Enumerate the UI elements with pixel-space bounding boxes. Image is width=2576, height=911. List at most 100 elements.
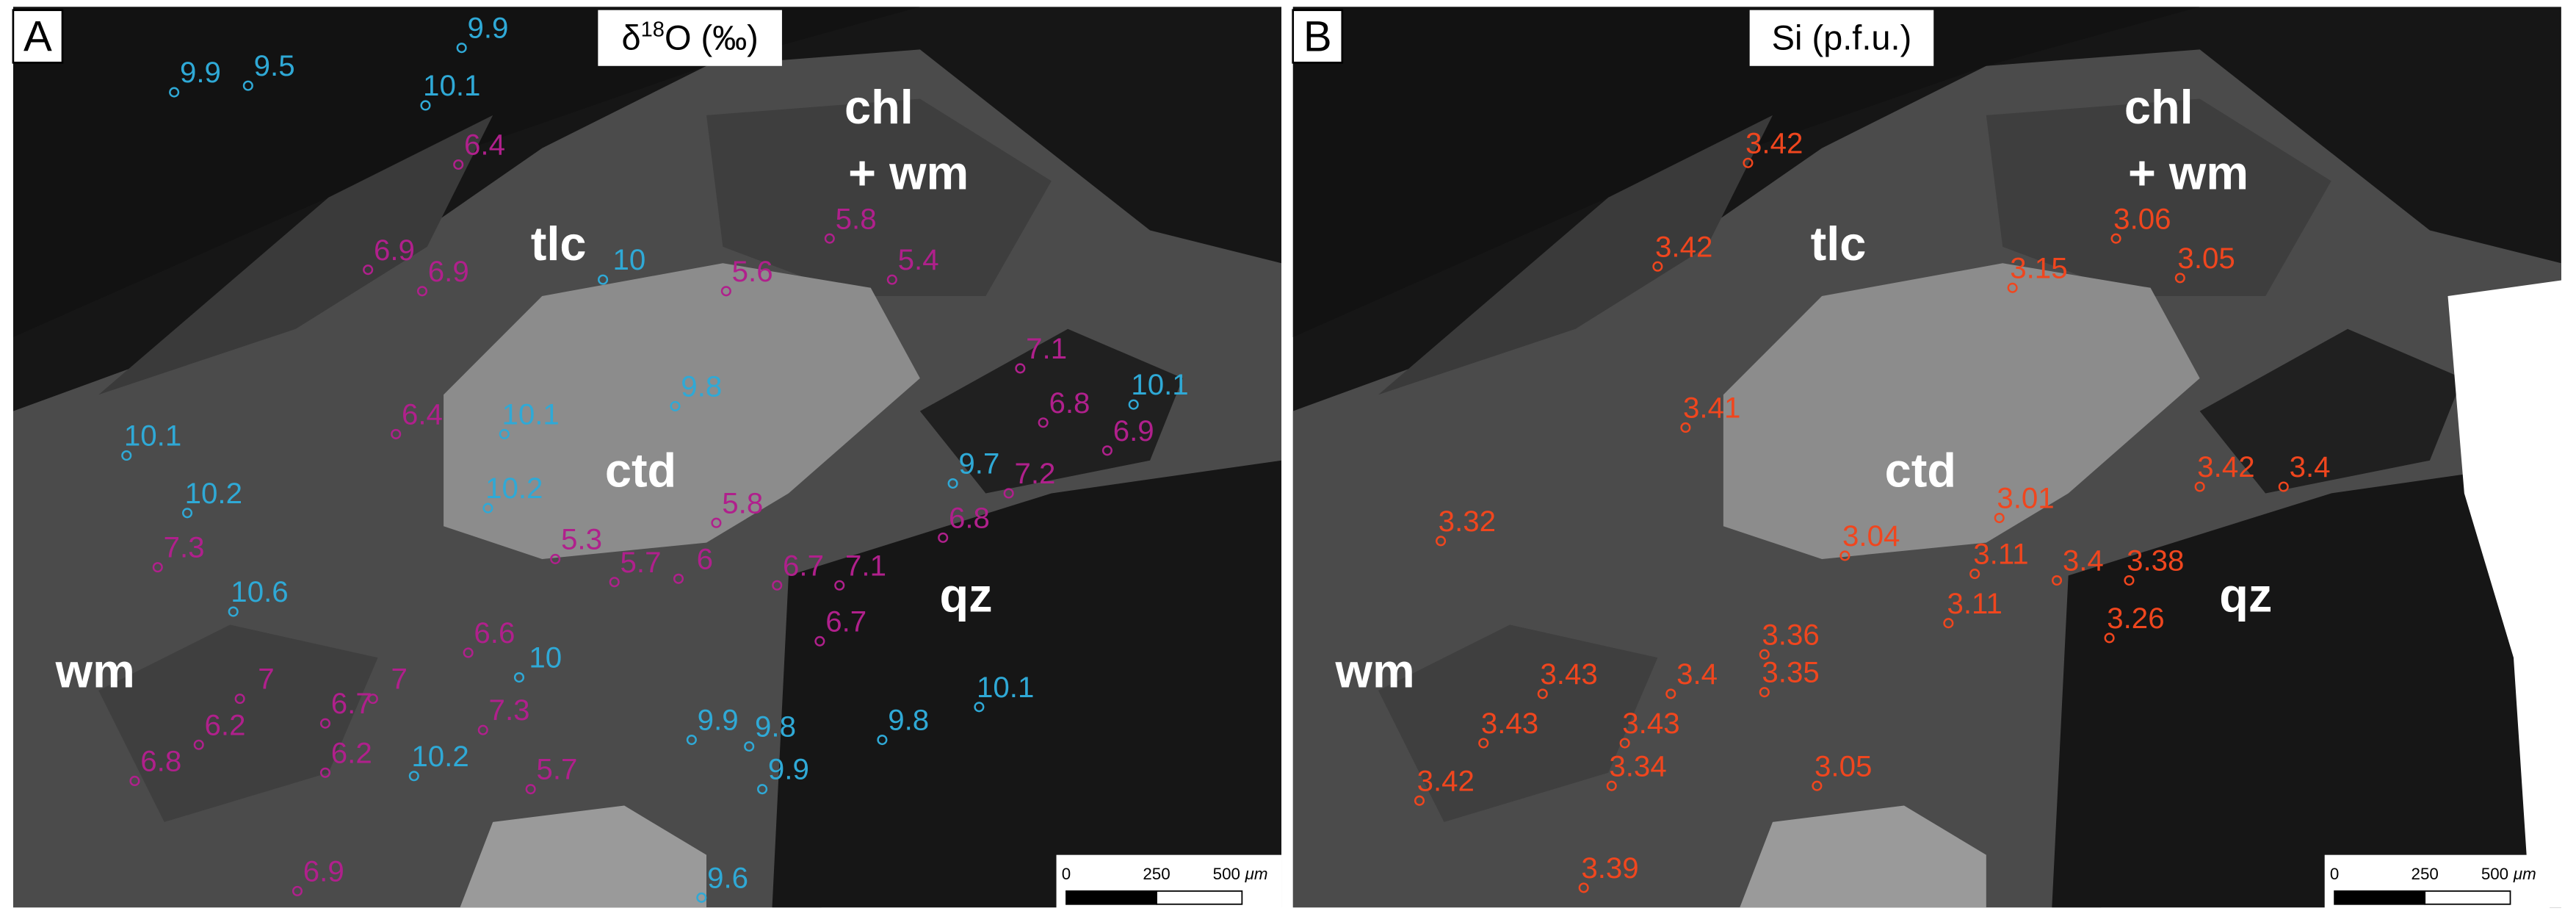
title-prefix: δ (621, 18, 640, 57)
analysis-spot (711, 517, 722, 528)
analysis-spot (2124, 575, 2135, 586)
mineral-label: + wm (2128, 146, 2248, 200)
analysis-spot (1969, 569, 1980, 580)
analysis-spot (1414, 795, 1425, 806)
analysis-value: 6.6 (474, 616, 515, 649)
analysis-spot (416, 286, 428, 297)
analysis-value: 3.04 (1842, 519, 1900, 552)
scale-bar-number: 0 (2330, 865, 2339, 883)
scale-bar-white (2424, 890, 2511, 905)
analysis-value: 10 (529, 641, 562, 674)
analysis-spot (2194, 481, 2205, 492)
analysis-spot (1652, 261, 1663, 272)
analysis-spot (391, 428, 402, 439)
title-suffix: O (‰) (665, 18, 759, 57)
analysis-spot (947, 478, 958, 489)
analysis-value: 3.11 (1947, 587, 2002, 620)
mineral-label: chl (2124, 80, 2193, 134)
analysis-value: 3.05 (2177, 242, 2235, 275)
analysis-value: 3.05 (1815, 749, 1872, 782)
scale-bar-label: 250 (2412, 865, 2439, 883)
analysis-value: 6.2 (205, 708, 246, 741)
analysis-value: 7 (258, 663, 274, 696)
analysis-value: 10.6 (231, 575, 288, 608)
analysis-spot (1665, 688, 1676, 699)
analysis-spot (670, 400, 681, 411)
analysis-spot (1537, 688, 1548, 699)
analysis-spot (1015, 363, 1026, 374)
analysis-value: 6.4 (402, 397, 443, 431)
analysis-spot (2104, 633, 2115, 644)
analysis-value: 10 (612, 243, 645, 276)
mineral-label: + wm (848, 146, 969, 200)
analysis-value: 10.1 (1131, 368, 1188, 401)
scale-bar-black (1066, 890, 1157, 905)
analysis-value: 3.4 (1676, 658, 1718, 691)
analysis-spot (2110, 233, 2121, 244)
mineral-label: qz (2219, 569, 2272, 622)
analysis-value: 6.8 (1049, 386, 1090, 420)
analysis-value: 9.8 (681, 370, 722, 403)
analysis-spot (1606, 780, 1617, 791)
analysis-spot (686, 734, 697, 746)
analysis-value: 9.9 (467, 12, 508, 45)
analysis-spot (292, 885, 303, 896)
analysis-value: 10.1 (124, 420, 181, 453)
analysis-spot (974, 702, 985, 713)
analysis-spot (886, 274, 897, 285)
analysis-value: 3.34 (1609, 749, 1666, 782)
analysis-spot (169, 87, 180, 98)
analysis-value: 3.36 (1762, 618, 1819, 651)
analysis-value: 9.5 (254, 49, 295, 82)
title-superscript: 18 (641, 18, 665, 42)
analysis-value: 3.35 (1762, 656, 1819, 689)
analysis-value: 6.9 (374, 234, 415, 267)
analysis-spot (2051, 575, 2063, 586)
analysis-spot (1101, 445, 1112, 456)
scale-bar-number: 500 (1213, 865, 1240, 883)
scale-bar-number: 500 (2481, 865, 2508, 883)
analysis-spot (228, 606, 239, 617)
scale-bar-number: 250 (2412, 865, 2439, 883)
analysis-spot (234, 694, 245, 705)
analysis-value: 7 (391, 663, 407, 696)
analysis-spot (242, 80, 253, 91)
analysis-value: 3.32 (1439, 505, 1496, 538)
analysis-value: 3.4 (2290, 450, 2331, 483)
analysis-value: 3.26 (2107, 602, 2164, 635)
analysis-spot (408, 771, 419, 782)
analysis-spot (319, 718, 331, 729)
mineral-label: ctd (1885, 444, 1956, 497)
analysis-spot (550, 553, 561, 564)
analysis-value: 6.8 (949, 501, 990, 534)
analysis-spot (477, 724, 488, 735)
analysis-spot (824, 233, 835, 244)
analysis-value: 5.8 (722, 486, 763, 519)
mineral-label: chl (844, 80, 913, 134)
micrograph-b (1292, 7, 2566, 908)
scale-bar-label: 250 (1143, 865, 1170, 883)
analysis-value: 9.9 (768, 753, 809, 786)
mineral-label: wm (55, 644, 135, 697)
title-box (1749, 10, 1934, 66)
analysis-spot (499, 428, 510, 439)
title-prefix: Si (p.f.u.) (1772, 18, 1912, 57)
mineral-label: ctd (605, 444, 676, 497)
analysis-spot (1943, 618, 1954, 629)
analysis-spot (1436, 536, 1447, 547)
analysis-spot (834, 580, 845, 591)
analysis-value: 6.7 (783, 549, 824, 582)
scale-bar-number: 0 (1062, 865, 1071, 883)
analysis-spot (1994, 512, 2005, 524)
title-box (598, 10, 782, 66)
analysis-value: 3.42 (1745, 126, 1803, 159)
analysis-value: 3.15 (2010, 251, 2067, 284)
analysis-value: 3.01 (1997, 482, 2054, 515)
analysis-spot (938, 532, 949, 543)
analysis-value: 9.9 (180, 56, 221, 89)
analysis-value: 7.3 (164, 531, 205, 564)
analysis-value: 3.11 (1973, 538, 2028, 571)
analysis-value: 10.2 (485, 472, 543, 505)
